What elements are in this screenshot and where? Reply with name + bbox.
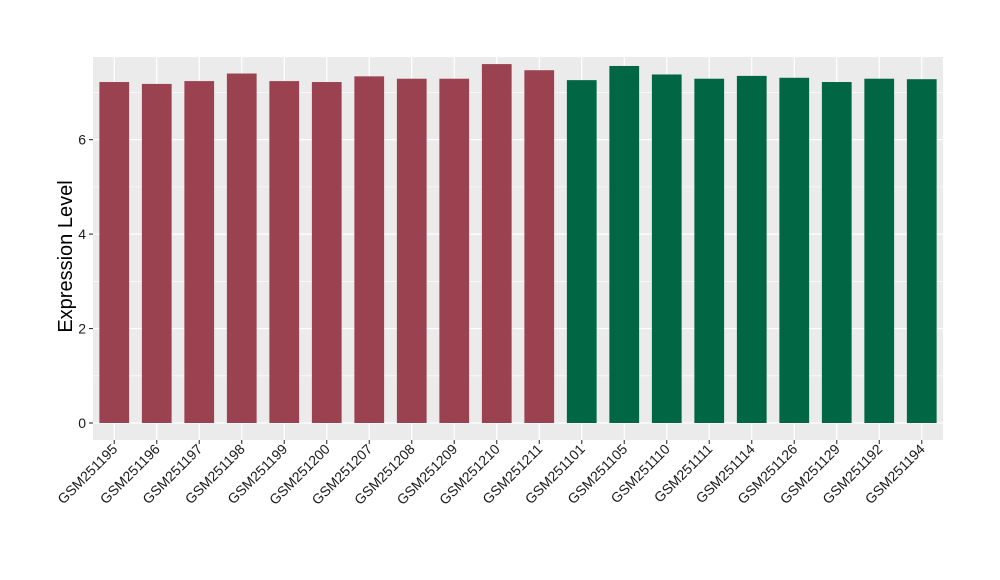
bar-GSM251197 — [184, 81, 215, 424]
bar-GSM251194 — [906, 79, 937, 423]
bar-GSM251199 — [269, 81, 300, 424]
bar-GSM251208 — [396, 78, 427, 423]
bar-GSM251129 — [821, 82, 852, 424]
bar-GSM251101 — [566, 80, 597, 423]
bar-GSM251195 — [99, 82, 130, 424]
bar-GSM251198 — [226, 73, 257, 424]
bar-GSM251211 — [524, 70, 555, 423]
bar-GSM251111 — [694, 78, 725, 423]
y-tick-label: 4 — [78, 226, 86, 242]
y-axis: 0 2 4 6 — [78, 132, 93, 431]
bar-GSM251126 — [779, 77, 810, 423]
y-tick-label: 6 — [78, 132, 86, 148]
bar-GSM251105 — [609, 65, 640, 423]
x-axis: GSM251195GSM251196GSM251197GSM251198GSM2… — [54, 440, 928, 508]
bar-GSM251200 — [311, 82, 342, 424]
bar-GSM251209 — [439, 78, 470, 423]
y-axis-title: Expression Level — [55, 180, 77, 332]
bars — [99, 64, 937, 424]
bar-GSM251192 — [864, 78, 895, 423]
bar-GSM251207 — [354, 76, 385, 423]
y-tick-label: 0 — [78, 415, 86, 431]
bar-GSM251196 — [141, 83, 172, 424]
plot-panel — [93, 57, 943, 440]
bar-GSM251210 — [481, 64, 512, 424]
bar-GSM251110 — [651, 74, 682, 424]
y-tick-label: 2 — [78, 321, 86, 337]
bar-GSM251114 — [736, 75, 767, 423]
